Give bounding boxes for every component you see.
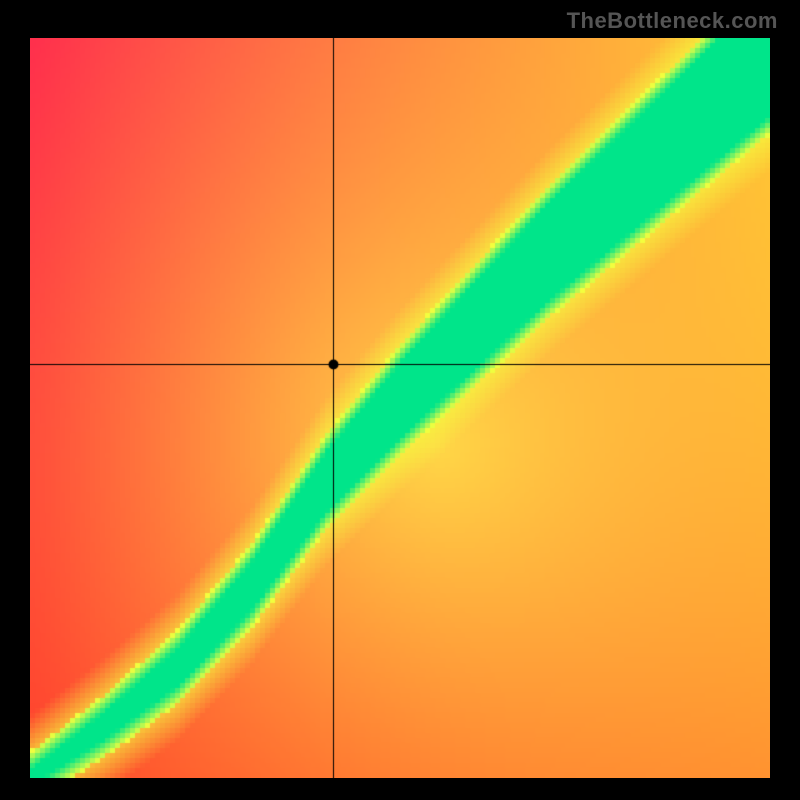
watermark-text: TheBottleneck.com	[567, 8, 778, 34]
bottleneck-heatmap	[30, 38, 770, 778]
